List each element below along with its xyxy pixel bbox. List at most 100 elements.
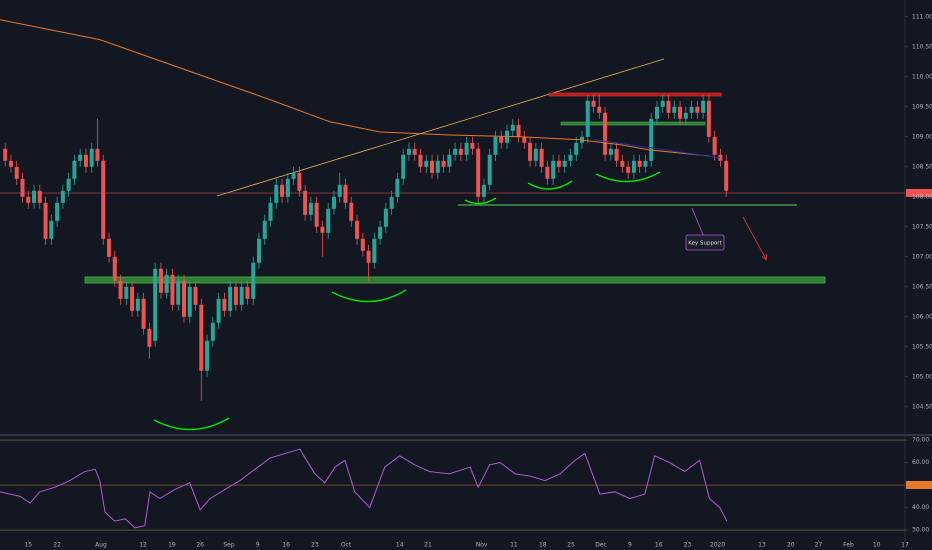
candle-body <box>545 166 550 179</box>
x-tick-label: 10 <box>873 542 881 549</box>
y-tick-label: 108.000 <box>912 193 932 200</box>
candle-body <box>256 238 261 263</box>
candle-body <box>176 280 181 305</box>
candle-body <box>603 112 608 155</box>
x-tick-label: 9 <box>256 542 260 549</box>
x-tick-label: 16 <box>655 542 663 549</box>
candle-body <box>193 286 198 305</box>
candle-body <box>187 286 192 317</box>
arc <box>527 180 573 190</box>
candle-body <box>470 142 475 149</box>
x-tick-label: 20 <box>787 542 795 549</box>
x-tick-label: 12 <box>139 542 147 549</box>
candle-body <box>378 226 383 239</box>
x-tick-label: 18 <box>539 542 547 549</box>
candle-body <box>49 220 54 239</box>
y-tick-label: 107.000 <box>912 253 932 260</box>
candle-body <box>320 226 325 233</box>
candle-body <box>78 154 83 161</box>
candle-body <box>626 166 631 173</box>
candle-body <box>43 202 48 239</box>
candle-body <box>124 286 129 299</box>
callout-pointer <box>691 207 704 236</box>
arc <box>153 417 230 431</box>
x-tick-label: 16 <box>282 542 290 549</box>
candle-body <box>551 160 556 179</box>
x-tick-label: 17 <box>901 542 909 549</box>
arc <box>331 289 407 303</box>
candle-body <box>66 178 71 191</box>
y-tick-label: 107.500 <box>912 223 932 230</box>
candle-body <box>672 106 677 113</box>
candle-body <box>441 160 446 167</box>
candle-body <box>499 136 504 143</box>
candle-body <box>141 298 146 329</box>
candle-body <box>274 184 279 203</box>
candle-body <box>493 136 498 155</box>
candle-body <box>268 202 273 221</box>
x-tick-label: 9 <box>628 542 632 549</box>
candle-body <box>326 208 331 233</box>
candle-body <box>528 142 533 161</box>
candle-body <box>637 160 642 167</box>
rsi-tag <box>906 481 932 489</box>
candle-body <box>556 160 561 167</box>
support-zone <box>84 276 826 284</box>
x-tick-label: 26 <box>196 542 204 549</box>
candle-body <box>643 160 648 167</box>
y-tick-label: 106.000 <box>912 313 932 320</box>
candle-body <box>314 202 319 227</box>
candle-body <box>585 100 590 137</box>
x-tick-label: Feb <box>843 542 854 549</box>
candle-body <box>89 148 94 167</box>
candle-body <box>291 172 296 179</box>
price-tag <box>906 189 932 197</box>
candle-body <box>308 202 313 215</box>
x-tick-label: Nov <box>476 542 488 549</box>
candle-body <box>349 202 354 221</box>
candle-body <box>366 250 371 263</box>
candle-body <box>712 136 717 155</box>
candle-body <box>724 160 729 191</box>
x-tick-label: Aug <box>95 542 107 549</box>
candle-body <box>678 106 683 119</box>
candle-body <box>689 106 694 113</box>
arrow <box>742 216 767 260</box>
candle-body <box>620 160 625 167</box>
x-tick-label: 13 <box>758 542 766 549</box>
candle-body <box>597 106 602 113</box>
candle-body <box>95 148 100 161</box>
candle-body <box>297 172 302 191</box>
candle-body <box>153 268 158 341</box>
callout-box <box>685 234 725 251</box>
rsi-line <box>0 448 728 529</box>
candle-body <box>355 220 360 239</box>
candle-body <box>239 286 244 305</box>
candle-body <box>26 196 31 203</box>
candle-body <box>228 286 233 311</box>
candle-body <box>660 100 665 107</box>
candle-body <box>210 322 215 341</box>
candle-body <box>464 142 469 155</box>
candle-body <box>170 274 175 305</box>
candle-body <box>101 160 106 239</box>
y-tick-label: 109.500 <box>912 103 932 110</box>
x-tick-label: 25 <box>567 542 575 549</box>
candle-body <box>481 184 486 197</box>
candle-body <box>205 340 210 371</box>
x-tick-label: 11 <box>510 542 518 549</box>
candle-body <box>539 148 544 167</box>
candle-body <box>649 118 654 161</box>
candle-body <box>343 184 348 203</box>
candle-body <box>158 268 163 293</box>
y-tick-label: 108.500 <box>912 163 932 170</box>
neckline-zone <box>560 121 706 126</box>
moving-average <box>0 19 710 157</box>
x-tick-label: 21 <box>424 542 432 549</box>
candle-body <box>360 238 365 251</box>
y-tick-label: 110.500 <box>912 43 932 50</box>
candle-body <box>562 160 567 167</box>
candle-body <box>303 190 308 215</box>
